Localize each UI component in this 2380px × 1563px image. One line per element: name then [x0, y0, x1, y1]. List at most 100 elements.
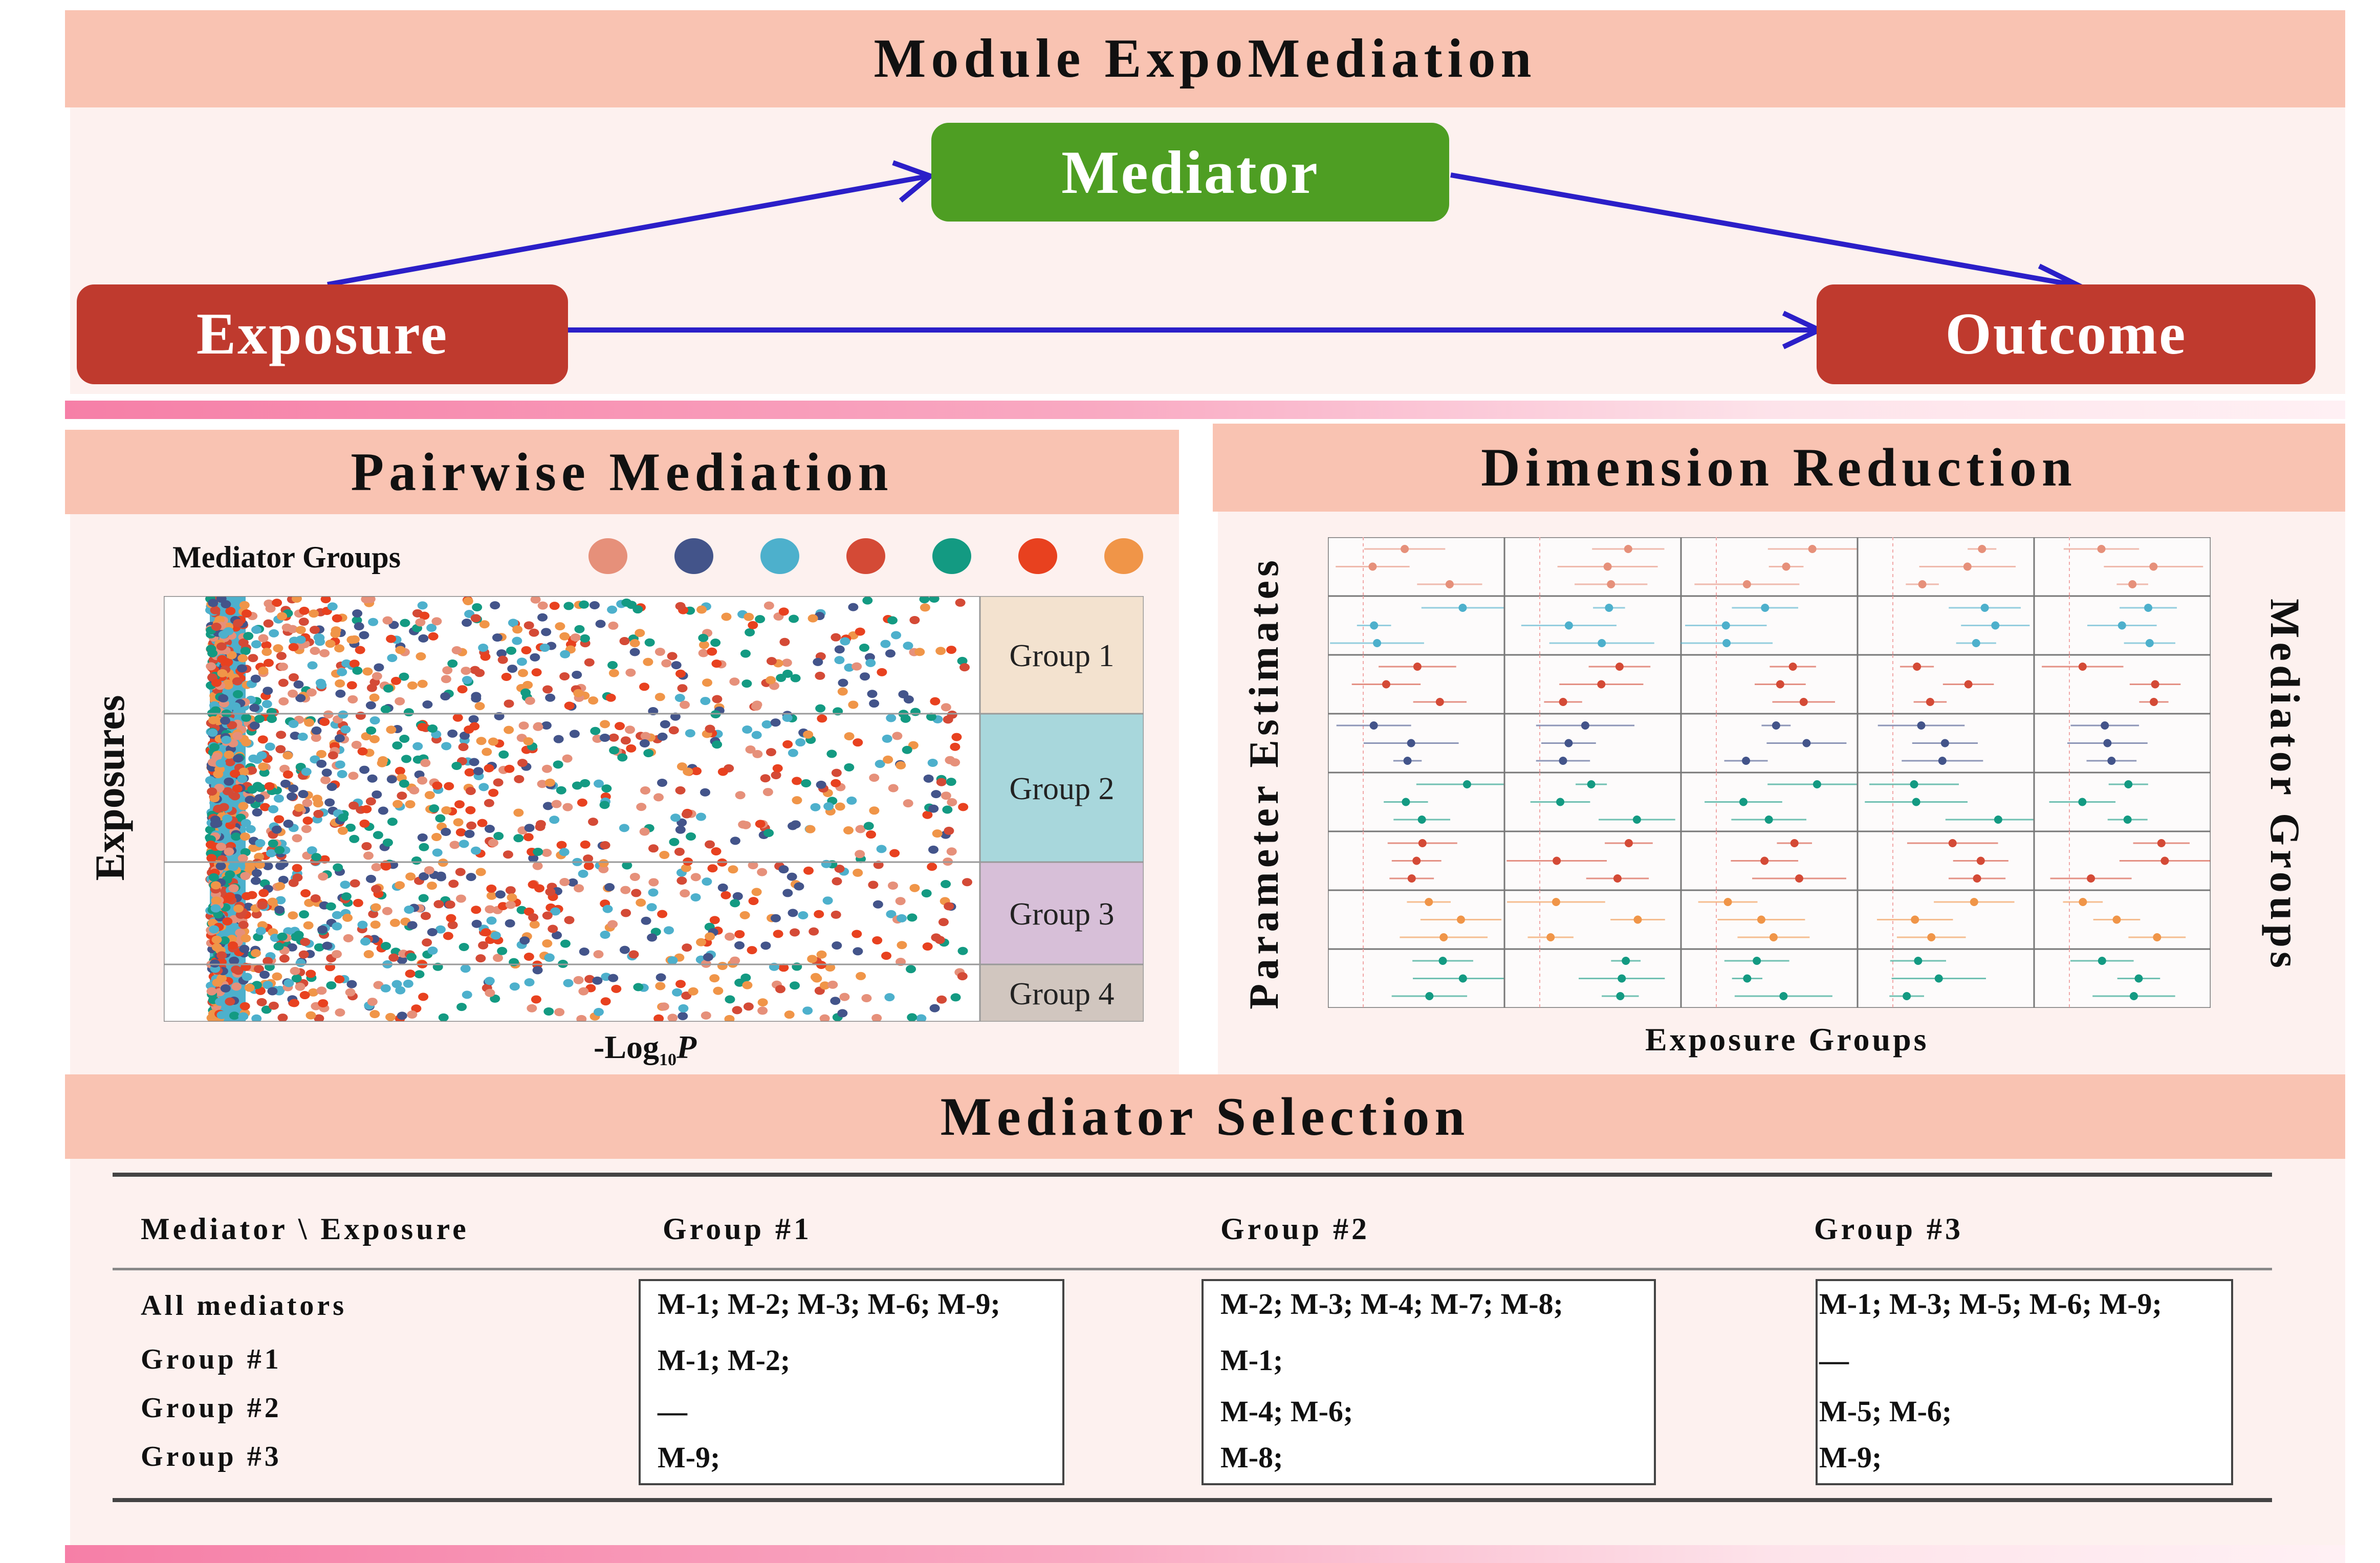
scatter-point: [268, 805, 279, 813]
scatter-point: [876, 845, 887, 853]
estimate-point: [1978, 545, 1986, 553]
scatter-point: [452, 713, 463, 722]
scatter-point: [648, 878, 659, 887]
scatter-point: [544, 953, 555, 962]
scatter-point: [556, 786, 566, 795]
scatter-point: [957, 972, 968, 981]
scatter-point: [629, 648, 640, 656]
scatter-point: [629, 639, 640, 648]
scatter-point: [252, 808, 263, 817]
estimate-point: [1407, 739, 1415, 747]
scatter-point: [747, 946, 757, 955]
scatter-point: [762, 788, 773, 797]
scatter-point: [773, 930, 783, 938]
scatter-point: [766, 657, 777, 666]
scatter-point: [831, 779, 841, 787]
scatter-point: [633, 983, 644, 992]
scatter-point: [670, 712, 681, 721]
scatter-point: [265, 742, 275, 751]
estimate-point: [1963, 562, 1972, 571]
selection-box-group-2: [1202, 1279, 1656, 1485]
scatter-point: [347, 695, 358, 703]
scatter-point: [755, 615, 766, 624]
scatter-point: [228, 884, 239, 893]
scatter-point: [288, 673, 299, 681]
scatter-point: [349, 659, 360, 668]
parameter-estimates-label: Parameter Estimates: [1240, 556, 1287, 1009]
scatter-point: [563, 979, 574, 987]
scatter-point: [944, 902, 954, 911]
scatter-point: [206, 645, 216, 653]
scatter-point: [391, 980, 402, 988]
scatter-point: [465, 806, 476, 814]
pairwise-title-band: Pairwise Mediation: [65, 430, 1179, 514]
scatter-point: [508, 619, 518, 627]
scatter-point: [607, 920, 618, 929]
scatter-point: [775, 985, 785, 994]
scatter-point: [664, 926, 674, 935]
table-header-group-1: Group #1: [663, 1212, 812, 1246]
scatter-point: [287, 792, 297, 801]
scatter-point: [490, 931, 501, 940]
scatter-point: [395, 646, 406, 654]
scatter-point: [337, 770, 347, 779]
scatter-point: [698, 633, 709, 642]
scatter-point: [427, 882, 438, 890]
scatter-point: [414, 970, 425, 979]
scatter-point: [240, 647, 251, 655]
scatter-point: [619, 945, 630, 954]
scatter-point: [505, 919, 515, 928]
scatter-point: [214, 615, 225, 624]
scatter-point: [459, 731, 470, 740]
table-header-group-3: Group #3: [1814, 1212, 1963, 1246]
scatter-point: [216, 642, 227, 651]
scatter-point: [360, 937, 371, 946]
scatter-point: [815, 704, 826, 713]
scatter-point: [455, 828, 466, 836]
scatter-point: [608, 621, 619, 630]
scatter-point: [608, 733, 619, 742]
scatter-point: [272, 972, 282, 981]
estimate-point: [1760, 856, 1769, 865]
scatter-point: [530, 653, 540, 662]
scatter-point: [892, 732, 903, 740]
scatter-point: [405, 800, 416, 808]
scatter-point: [820, 981, 831, 990]
scatter-point: [707, 647, 717, 656]
estimate-point: [1425, 992, 1434, 1000]
scatter-point: [458, 840, 469, 848]
scatter-point: [691, 767, 702, 776]
scatter-point: [411, 856, 422, 865]
scatter-point: [255, 839, 266, 847]
scatter-point: [772, 764, 783, 773]
scatter-point: [513, 834, 524, 843]
scatter-point: [298, 950, 309, 959]
estimate-point: [2150, 698, 2158, 706]
scatter-point: [340, 880, 351, 889]
mediator-groups-axis-label: Mediator Groups: [2262, 599, 2308, 972]
scatter-point: [688, 987, 698, 996]
estimate-point: [1615, 663, 1624, 671]
scatter-point: [635, 629, 645, 637]
scatter-point: [283, 927, 294, 936]
scatter-point: [462, 676, 472, 685]
scatter-point: [380, 984, 391, 993]
scatter-point: [349, 834, 360, 843]
scatter-point: [641, 916, 651, 925]
scatter-point: [732, 892, 743, 900]
scatter-point: [222, 787, 233, 796]
table-mid-rule: [113, 1268, 2272, 1270]
scatter-point: [493, 832, 504, 841]
scatter-point: [274, 906, 285, 914]
scatter-point: [485, 988, 495, 997]
scatter-point: [588, 696, 599, 705]
scatter-point: [732, 1006, 743, 1015]
scatter-point: [388, 953, 399, 962]
scatter-point: [955, 598, 966, 607]
scatter-point: [574, 884, 584, 893]
scatter-point: [855, 825, 866, 833]
scatter-point: [757, 1006, 768, 1015]
scatter-point: [387, 654, 398, 663]
scatter-point: [263, 687, 273, 695]
scatter-point: [397, 791, 407, 800]
